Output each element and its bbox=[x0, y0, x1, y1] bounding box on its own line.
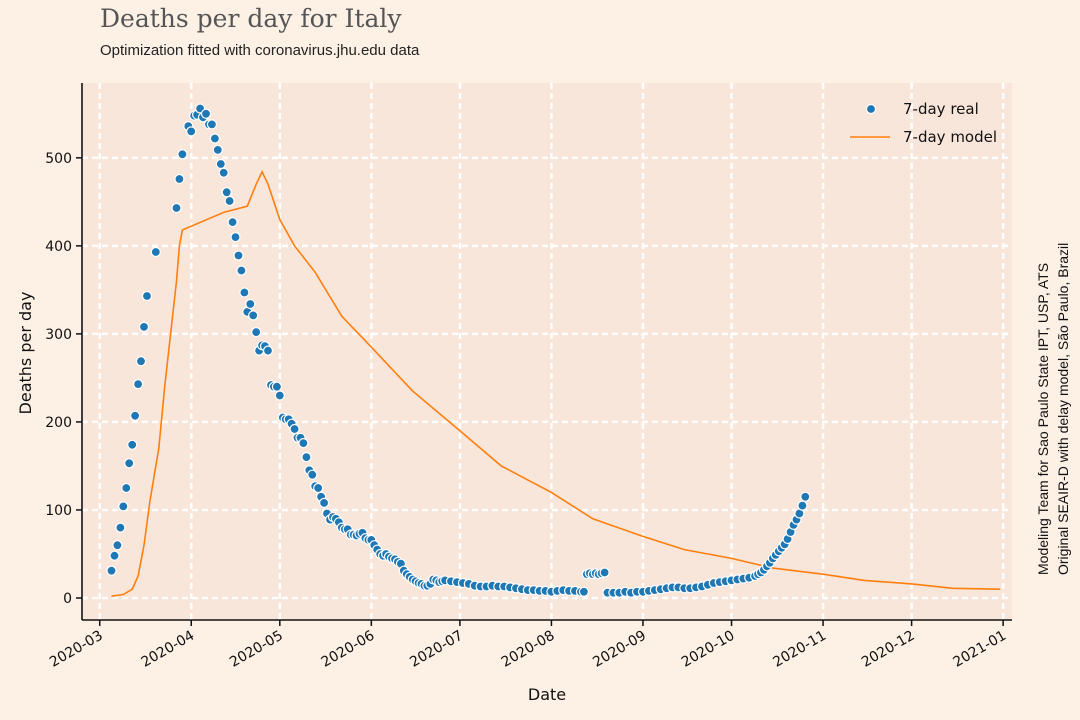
x-tick-label: 2020-05 bbox=[227, 628, 286, 671]
plot-background bbox=[82, 83, 1012, 620]
x-tick-label: 2020-10 bbox=[679, 628, 738, 671]
x-tick-label: 2020-06 bbox=[319, 628, 378, 671]
data-point-real bbox=[150, 246, 161, 258]
data-point-real bbox=[200, 108, 212, 119]
data-point-real bbox=[289, 423, 300, 435]
data-point-real bbox=[206, 119, 217, 130]
x-axis-ticks: 2020-03 2020-04 2020-05 2020-06 2020-07 2020-… bbox=[47, 620, 1009, 671]
data-point-real bbox=[138, 321, 150, 332]
data-point-real bbox=[319, 497, 330, 508]
data-point-real bbox=[251, 327, 262, 338]
data-point-real bbox=[171, 202, 182, 214]
data-point-real bbox=[212, 144, 223, 155]
data-point-real bbox=[130, 410, 141, 421]
y-axis-label: Deaths per day bbox=[16, 292, 35, 415]
data-point-real bbox=[186, 126, 197, 137]
credit-line-2: Original SEAIR-D with delay model, São P… bbox=[1055, 243, 1071, 575]
data-point-real bbox=[133, 379, 144, 390]
x-tick-label: 2020-11 bbox=[770, 628, 829, 671]
series-points-7-day-real bbox=[106, 103, 811, 598]
legend-marker-7-day-real bbox=[865, 103, 877, 115]
data-point-real bbox=[230, 232, 241, 243]
data-point-real bbox=[307, 469, 318, 480]
chart-title: Deaths per day for Italy bbox=[100, 4, 402, 33]
data-point-real bbox=[106, 565, 117, 576]
data-point-real bbox=[599, 567, 610, 578]
data-point-real bbox=[109, 550, 120, 561]
grid bbox=[82, 83, 1012, 620]
data-point-real bbox=[797, 500, 808, 511]
x-tick-label: 2020-03 bbox=[47, 628, 106, 671]
x-axis-label: Date bbox=[528, 685, 566, 704]
data-point-real bbox=[271, 381, 282, 392]
y-tick-label: 100 bbox=[45, 503, 72, 519]
x-tick-label: 2020-07 bbox=[407, 628, 466, 671]
data-point-real bbox=[112, 540, 123, 551]
data-point-real bbox=[127, 439, 138, 450]
data-point-real bbox=[313, 482, 324, 494]
data-point-real bbox=[221, 187, 232, 198]
data-point-real bbox=[239, 287, 250, 298]
y-tick-label: 400 bbox=[45, 239, 72, 255]
x-tick-label: 2020-08 bbox=[499, 628, 558, 671]
x-tick-label: 2020-12 bbox=[859, 628, 918, 671]
data-point-real bbox=[118, 501, 129, 512]
data-point-real bbox=[177, 149, 188, 160]
x-tick-label: 2021-01 bbox=[950, 628, 1009, 671]
data-point-real bbox=[224, 195, 235, 207]
credit-line-1: Modeling Team for Sao Paulo State IPT, U… bbox=[1035, 263, 1051, 575]
data-point-real bbox=[115, 522, 126, 533]
x-tick-label: 2020-04 bbox=[139, 628, 198, 671]
data-point-real bbox=[124, 458, 135, 469]
data-point-real bbox=[174, 173, 185, 185]
legend: 7-day real 7-day model bbox=[850, 100, 997, 146]
data-point-real bbox=[578, 586, 590, 597]
chart-subtitle: Optimization fitted with coronavirus.jhu… bbox=[100, 42, 420, 59]
data-point-real bbox=[245, 298, 256, 310]
series-line-7-day-model bbox=[111, 170, 1001, 597]
y-axis-ticks: 0 100 200 300 400 500 bbox=[45, 151, 82, 607]
legend-label-7-day-real: 7-day real bbox=[903, 100, 979, 118]
data-point-real bbox=[209, 133, 220, 144]
y-tick-label: 300 bbox=[45, 327, 72, 343]
data-point-real bbox=[215, 158, 226, 170]
y-tick-label: 200 bbox=[45, 415, 72, 431]
data-point-real bbox=[248, 310, 259, 321]
data-point-real bbox=[141, 290, 153, 302]
axes bbox=[81, 83, 1012, 621]
data-point-real bbox=[298, 438, 309, 449]
data-point-real bbox=[236, 265, 247, 276]
data-point-real bbox=[274, 390, 285, 401]
data-point-real bbox=[218, 167, 229, 178]
data-point-real bbox=[800, 491, 811, 502]
data-point-real bbox=[121, 482, 132, 494]
data-point-real bbox=[227, 217, 238, 228]
data-point-real bbox=[233, 250, 244, 261]
x-tick-label: 2020-09 bbox=[590, 628, 649, 671]
y-tick-label: 0 bbox=[63, 591, 72, 607]
data-point-real bbox=[262, 345, 274, 356]
y-tick-label: 500 bbox=[45, 151, 72, 167]
legend-label-7-day-model: 7-day model bbox=[903, 128, 997, 146]
data-point-real bbox=[135, 356, 147, 367]
data-point-real bbox=[301, 452, 312, 463]
